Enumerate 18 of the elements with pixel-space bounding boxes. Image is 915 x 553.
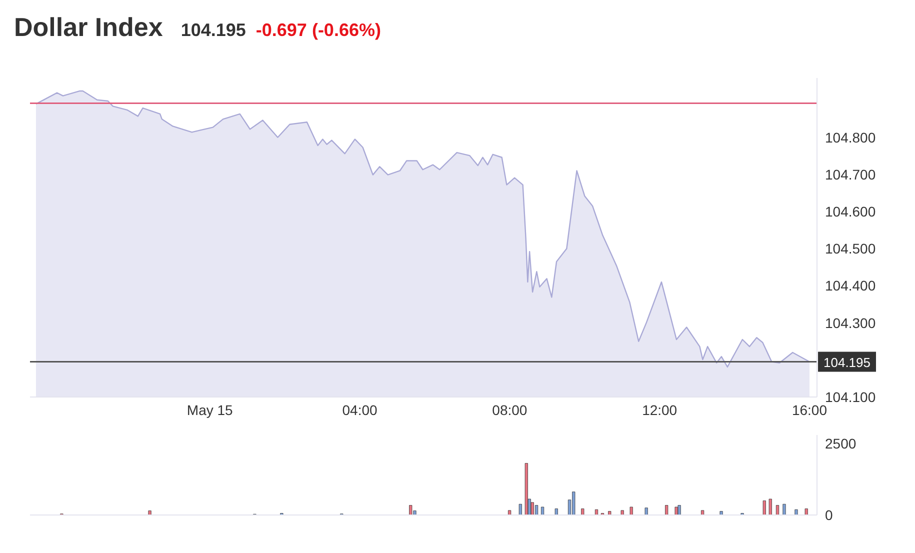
x-tick-label: 08:00 [492, 402, 528, 418]
x-tick-label: 16:00 [792, 402, 828, 418]
chart-title: Dollar Index [14, 12, 163, 43]
y-tick-label: 104.500 [825, 240, 876, 257]
y-tick-label: 104.700 [825, 166, 876, 182]
x-tick-label: 12:00 [642, 402, 678, 418]
ref-line-label: 104.195 [824, 354, 870, 370]
y-tick-label: 104.600 [825, 204, 876, 220]
y-tick-label: 104.800 [825, 129, 876, 146]
text: 104.195 [180, 20, 246, 41]
y-tick-label: 2500 [825, 436, 856, 452]
text: -0.697 (-0.66%) [256, 20, 381, 41]
y-tick-label: 104.300 [825, 314, 876, 331]
x-tick-label: 04:00 [342, 402, 378, 418]
y-tick-label: 104.100 [825, 388, 876, 405]
y-tick-label: 104.400 [825, 278, 876, 294]
x-tick-label: May 15 [186, 402, 234, 418]
y-tick-label: 0 [825, 506, 833, 523]
